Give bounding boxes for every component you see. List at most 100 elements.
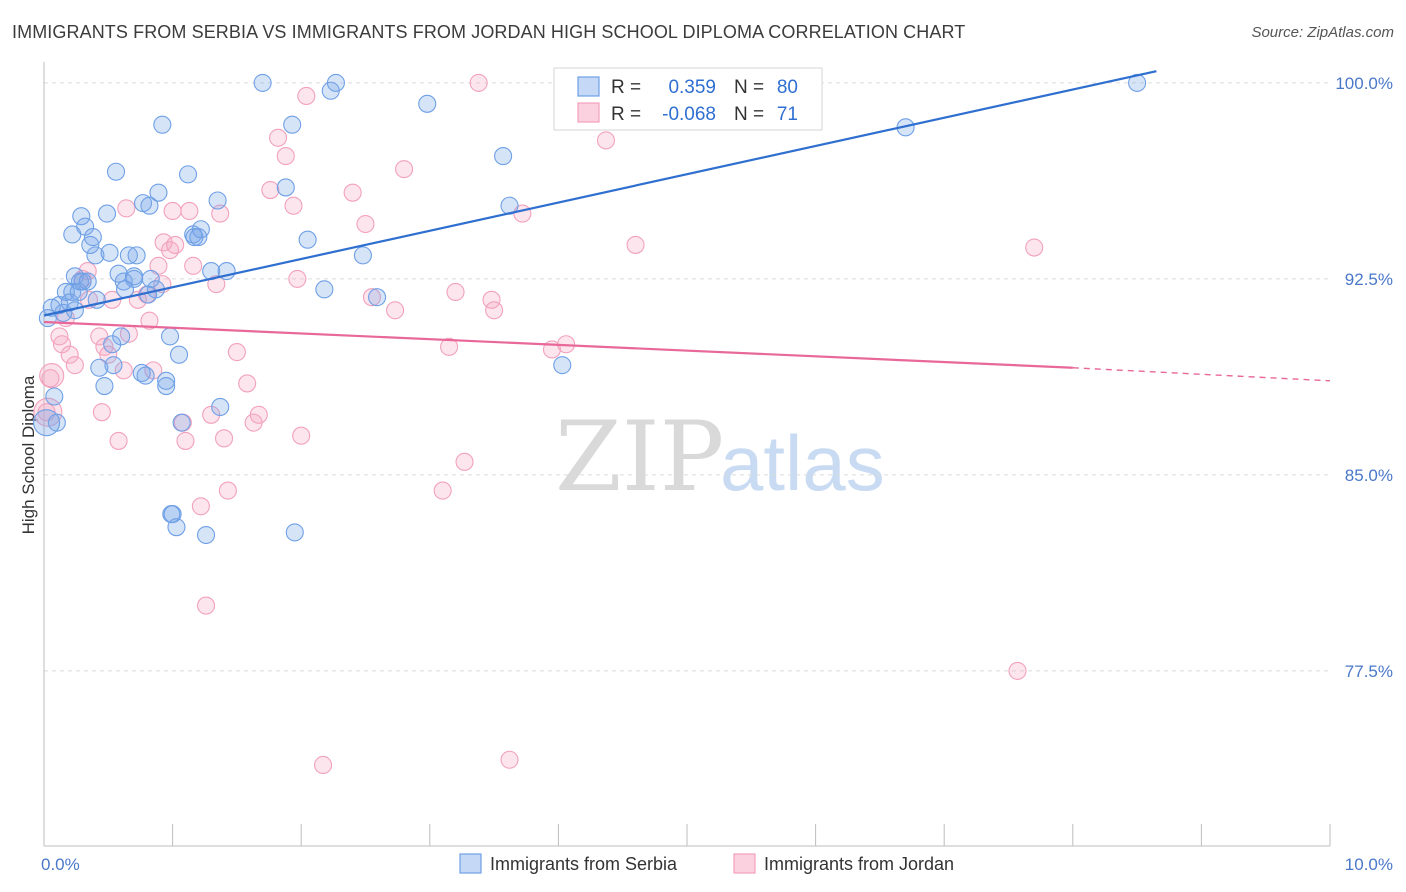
- serbia-point: [157, 377, 176, 396]
- serbia-point: [208, 191, 227, 210]
- y-tick-label: 100.0%: [1335, 74, 1393, 93]
- legend-swatch-jordan: [577, 102, 600, 123]
- legend-swatch-serbia: [577, 76, 600, 97]
- jordan-point: [292, 426, 311, 445]
- watermark: ZIP atlas: [555, 401, 885, 513]
- jordan-point: [469, 73, 488, 92]
- serbia-point: [149, 183, 168, 202]
- serbia-point: [253, 73, 272, 92]
- legend-r-label-serbia: R =: [611, 77, 641, 98]
- series-serbia-points: [33, 73, 1147, 545]
- jordan-point: [227, 343, 246, 362]
- serbia-point: [124, 269, 144, 288]
- jordan-point: [214, 429, 234, 448]
- jordan-point: [191, 497, 210, 516]
- series-legend: Immigrants from Serbia Immigrants from J…: [459, 853, 954, 874]
- jordan-point: [297, 86, 316, 106]
- watermark-atlas: atlas: [720, 419, 885, 507]
- jordan-point: [109, 431, 128, 450]
- serbia-point: [298, 230, 317, 249]
- serbia-point: [73, 272, 92, 291]
- jordan-trend-extension: [1072, 367, 1331, 382]
- tick-labels: 100.0% 92.5% 85.0% 77.5% 0.0% 10.0%: [41, 74, 1393, 874]
- serbia-point: [196, 525, 216, 545]
- serbia-point: [83, 228, 102, 247]
- serbia-point: [167, 518, 186, 537]
- jordan-trend-line: [43, 320, 1073, 369]
- jordan-point: [184, 256, 203, 275]
- jordan-point: [114, 361, 133, 380]
- serbia-point: [157, 371, 176, 390]
- serbia-trend-line: [43, 70, 1157, 317]
- serbia-point: [368, 288, 387, 307]
- serbia-point: [100, 243, 119, 262]
- serbia-point: [283, 115, 302, 134]
- jordan-point: [39, 363, 65, 389]
- jordan-point: [596, 131, 616, 150]
- serbia-point: [153, 115, 172, 134]
- jordan-point: [386, 301, 405, 320]
- jordan-point: [218, 481, 237, 500]
- jordan-point: [261, 181, 280, 200]
- axes: [43, 62, 1331, 847]
- jordan-point: [485, 301, 504, 320]
- jordan-point: [92, 403, 111, 422]
- serbia-point: [494, 147, 513, 166]
- serbia-point: [285, 523, 304, 542]
- bottom-legend-swatch-serbia: [459, 853, 482, 874]
- legend-r-label-jordan: R =: [611, 104, 641, 125]
- serbia-point: [172, 413, 191, 432]
- serbia-point: [276, 178, 295, 197]
- serbia-point: [90, 358, 109, 377]
- legend-r-value-serbia: 0.359: [668, 77, 716, 98]
- serbia-point: [353, 246, 372, 265]
- jordan-point: [455, 452, 474, 471]
- jordan-point: [140, 311, 159, 330]
- y-tick-label: 77.5%: [1345, 662, 1393, 681]
- series-jordan-points: [33, 73, 1044, 775]
- serbia-point: [178, 165, 198, 184]
- serbia-point: [191, 220, 210, 239]
- bottom-legend-label-serbia: Immigrants from Serbia: [490, 854, 678, 874]
- serbia-point: [418, 94, 437, 113]
- jordan-point: [288, 269, 307, 288]
- bottom-legend-swatch-jordan: [733, 853, 756, 874]
- serbia-point: [119, 246, 138, 265]
- jordan-point: [163, 201, 182, 221]
- jordan-point: [362, 288, 381, 307]
- serbia-point: [326, 73, 345, 92]
- jordan-point: [482, 290, 501, 309]
- serbia-point: [106, 162, 126, 181]
- jordan-point: [276, 147, 295, 166]
- serbia-point: [97, 204, 117, 223]
- jordan-point: [626, 235, 645, 254]
- serbia-point: [45, 387, 64, 406]
- jordan-point: [1008, 661, 1027, 680]
- bottom-legend-label-jordan: Immigrants from Jordan: [764, 854, 954, 874]
- serbia-point: [127, 246, 146, 265]
- serbia-point: [141, 269, 160, 288]
- legend-n-label-serbia: N =: [734, 77, 764, 98]
- jordan-point: [60, 345, 79, 364]
- watermark-zip: ZIP: [555, 401, 724, 513]
- serbia-point: [315, 280, 334, 299]
- jordan-point: [160, 241, 180, 260]
- y-tick-label: 92.5%: [1345, 270, 1393, 289]
- jordan-point: [99, 345, 118, 364]
- jordan-point: [238, 374, 257, 393]
- x-tick-label: 0.0%: [41, 855, 80, 874]
- legend-r-value-jordan: -0.068: [662, 104, 716, 125]
- jordan-point: [41, 369, 60, 388]
- jordan-point: [500, 750, 519, 769]
- y-axis-label: High School Diploma: [19, 375, 38, 534]
- chart-source: Source: ZipAtlas.com: [1251, 24, 1394, 41]
- serbia-point: [78, 272, 97, 291]
- x-tick-label: 10.0%: [1345, 855, 1393, 874]
- serbia-point: [553, 356, 572, 375]
- gridlines: [44, 82, 1330, 672]
- jordan-point: [440, 337, 459, 356]
- serbia-point: [160, 327, 180, 346]
- chart-title: IMMIGRANTS FROM SERBIA VS IMMIGRANTS FRO…: [12, 22, 966, 42]
- jordan-point: [284, 196, 303, 215]
